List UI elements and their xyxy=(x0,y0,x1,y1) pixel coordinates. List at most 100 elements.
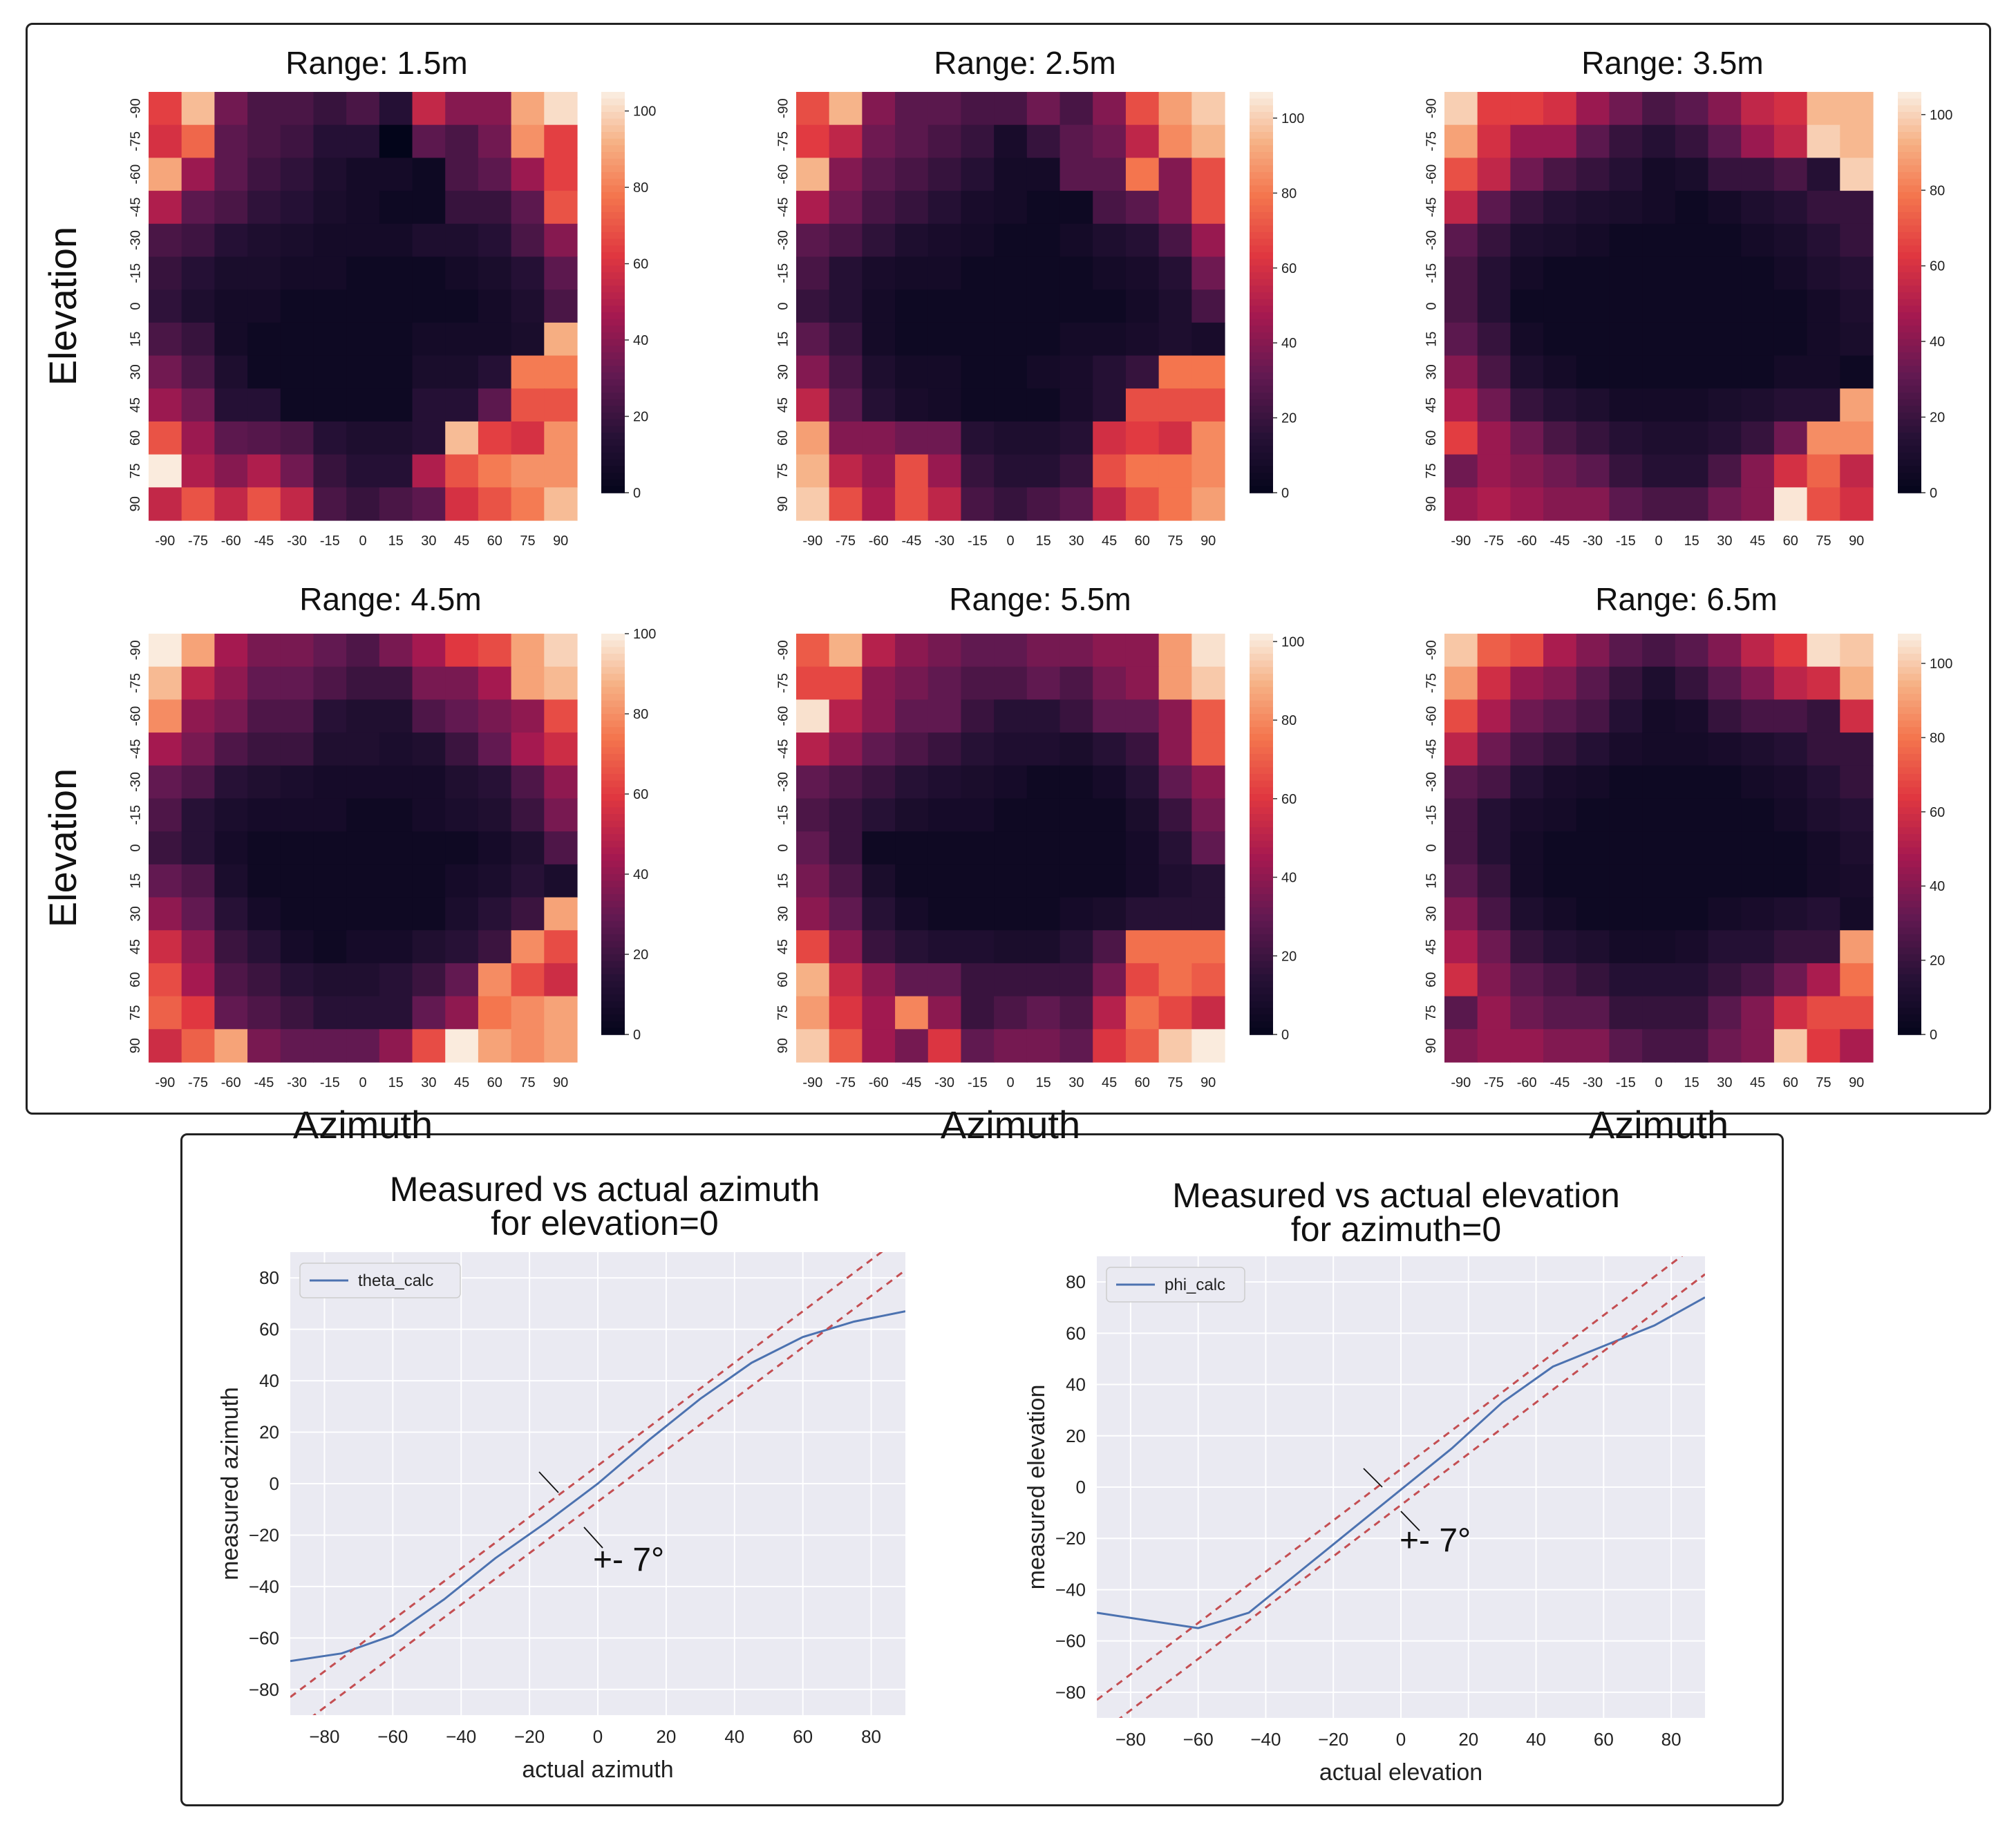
colorbar-tick-label: 100 xyxy=(1930,656,1952,672)
colorbar-segment xyxy=(1250,880,1273,889)
colorbar-segment xyxy=(601,479,625,487)
heatmap-cell xyxy=(895,454,929,488)
colorbar-segment xyxy=(1250,426,1273,433)
heatmap-cell xyxy=(149,765,182,800)
y-tick-label: 80 xyxy=(1066,1271,1086,1292)
colorbar-segment xyxy=(1898,252,1921,260)
colorbar-segment xyxy=(1250,747,1273,755)
heatmap-cell xyxy=(1444,92,1478,126)
heatmap-cell xyxy=(149,454,182,488)
colorbar-segment xyxy=(601,640,625,648)
heatmap-cell xyxy=(1093,732,1127,766)
heatmap-cell xyxy=(927,421,962,455)
heatmap-cell xyxy=(994,487,1028,521)
colorbar-segment xyxy=(1898,981,1921,989)
heatmap-cell xyxy=(445,92,479,126)
x-tick-label: 0 xyxy=(1006,1075,1014,1090)
heatmap-cell xyxy=(1191,699,1225,733)
y-tick-label: -30 xyxy=(775,772,791,792)
heatmap-cell xyxy=(1125,930,1160,964)
y-tick-label: 60 xyxy=(128,431,143,446)
heatmap-cell xyxy=(1576,454,1610,488)
x-tick-label: 0 xyxy=(359,1075,366,1090)
heatmap-cell xyxy=(214,699,248,733)
heatmap-cell xyxy=(1059,124,1093,158)
colorbar-segment xyxy=(601,132,625,140)
heatmap-cell xyxy=(544,124,578,158)
heatmap-cell xyxy=(1708,930,1742,964)
colorbar-segment xyxy=(1898,366,1921,373)
heatmap-cell xyxy=(149,798,182,832)
x-axis-label: Azimuth xyxy=(1589,1103,1728,1146)
heatmap-cell xyxy=(1840,831,1874,865)
heatmap-cell xyxy=(379,158,413,191)
heatmap-cell xyxy=(1093,996,1127,1030)
y-tick-label: -15 xyxy=(775,263,791,283)
colorbar-segment xyxy=(1898,92,1921,100)
heatmap-cell xyxy=(862,487,896,521)
heatmap-cell xyxy=(895,256,929,290)
heatmap-cell xyxy=(1026,487,1061,521)
colorbar-segment xyxy=(601,820,625,829)
heatmap-cell xyxy=(1158,322,1192,357)
heatmap-cell xyxy=(1675,864,1709,898)
heatmap-cell xyxy=(1125,487,1160,521)
colorbar-segment xyxy=(601,880,625,889)
heatmap-cell xyxy=(1191,92,1225,126)
y-tick-label: -75 xyxy=(775,131,791,151)
colorbar-tick-label: 0 xyxy=(633,1028,641,1043)
heatmap-cell xyxy=(927,322,962,357)
y-tick-label: -75 xyxy=(775,673,791,693)
heatmap-cell xyxy=(927,765,962,800)
heatmap-cell xyxy=(379,223,413,258)
heatmap-cell xyxy=(1125,963,1160,997)
colorbar-segment xyxy=(601,634,625,641)
y-tick-label: 15 xyxy=(1424,332,1439,347)
heatmap-cell xyxy=(1642,963,1676,997)
y-tick-label: 15 xyxy=(1424,873,1439,889)
x-tick-label: -60 xyxy=(869,1075,889,1090)
heatmap-cell xyxy=(280,454,314,488)
heatmap-cell xyxy=(927,223,962,258)
y-tick-label: 90 xyxy=(775,1038,791,1053)
heatmap-cell xyxy=(1026,732,1061,766)
colorbar-segment xyxy=(1898,112,1921,120)
y-tick-label: -30 xyxy=(128,772,143,792)
heatmap-cell xyxy=(1741,765,1775,800)
heatmap-cell xyxy=(1125,831,1160,865)
heatmap-cell xyxy=(280,290,314,323)
heatmap-cell xyxy=(1807,191,1840,225)
heatmap-cell xyxy=(511,290,545,323)
heatmap-cell xyxy=(796,666,830,700)
heatmap-cell xyxy=(862,798,896,832)
heatmap-cell xyxy=(313,634,347,668)
heatmap-cell xyxy=(1543,996,1577,1030)
heatmap-cell xyxy=(511,666,545,700)
heatmap-cell xyxy=(1741,1029,1775,1063)
colorbar-segment xyxy=(601,399,625,407)
heatmap-cell xyxy=(1191,322,1225,357)
heatmap-cell xyxy=(313,699,347,733)
heatmap-cell xyxy=(313,798,347,832)
heatmap-cell xyxy=(1158,634,1192,668)
y-tick-label: 90 xyxy=(775,496,791,511)
x-tick-label: -15 xyxy=(320,533,340,549)
colorbar-segment xyxy=(1250,352,1273,360)
colorbar-segment xyxy=(601,900,625,909)
heatmap-cell xyxy=(1026,666,1061,700)
colorbar-segment xyxy=(601,272,625,280)
heatmap-cell xyxy=(1741,322,1775,357)
heatmap-cell xyxy=(280,388,314,422)
y-tick-label: 90 xyxy=(128,1038,143,1053)
colorbar-segment xyxy=(1250,807,1273,815)
heatmap-cell xyxy=(796,930,830,964)
colorbar-segment xyxy=(1898,867,1921,875)
heatmap-cell xyxy=(478,322,512,357)
heatmap-cell xyxy=(829,487,863,521)
heatmap-cell xyxy=(1026,996,1061,1030)
heatmap-cell xyxy=(1576,699,1610,733)
heatmap-cell xyxy=(961,798,995,832)
heatmap-cell xyxy=(829,798,863,832)
x-tick-label: -45 xyxy=(901,1075,921,1090)
heatmap-cell xyxy=(247,223,281,258)
